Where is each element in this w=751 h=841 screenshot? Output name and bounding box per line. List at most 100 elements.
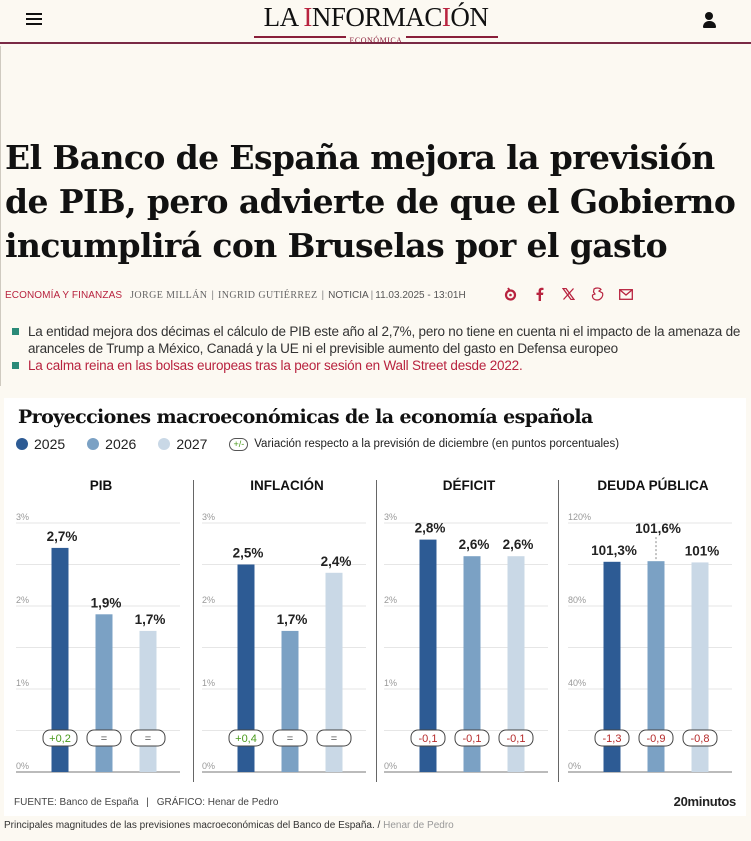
y-tick-label: 80% [568,595,586,605]
chart-source: FUENTE: Banco de España | GRÁFICO: Henar… [14,797,278,808]
bar-value-label: 2,6% [459,537,490,552]
hamburger-icon-bar [26,23,42,25]
author-link[interactable]: JORGE MILLÁN [130,289,208,301]
email-share-button[interactable] [619,286,633,302]
change-badge [594,729,630,747]
left-border [0,46,1,386]
hamburger-icon-bar [26,13,42,15]
flipboard-icon [591,287,603,301]
legend-item-2026: 2026 [87,436,136,452]
panel-title: INFLACIÓN [250,478,324,493]
logo-part: I [441,2,451,32]
y-tick-label: 3% [16,512,29,522]
caption-text: Principales magnitudes de las previsione… [4,820,375,831]
panel-title: DÉFICIT [442,478,496,493]
change-badge-text: -0,1 [419,733,438,745]
legend-item-2027: 2027 [158,436,207,452]
change-badge [498,729,534,747]
facebook-share-button[interactable] [532,286,546,302]
change-badge-text: +0,4 [235,733,257,745]
chart-legend: 2025 2026 2027 +/- Variación respecto a l… [16,436,619,452]
panel-pib: 0% 1% 2% 3% 2,7% +0,2 1,9% = 1,7% = PIB [12,478,190,782]
change-badge-text: = [287,733,293,745]
meta-separator: | [321,289,325,301]
email-icon [619,288,633,300]
article-type: NOTICIA [328,289,369,301]
meneame-share-button[interactable] [503,286,517,302]
share-bar [503,286,648,302]
logo-part: I [303,2,312,32]
change-badge-text: = [145,733,151,745]
bar-value-label: 101,6% [635,521,681,536]
source-text: FUENTE: Banco de España [14,797,139,808]
logo-rule [406,36,498,38]
logo-part: NFORMAC [311,2,443,32]
hamburger-menu-button[interactable] [26,13,42,27]
bar-2027 [325,572,343,772]
change-badge [682,729,718,747]
y-tick-label: 3% [202,512,215,522]
related-link-bullet[interactable]: La calma reina en las bolsas europeas tr… [12,357,742,374]
bar-value-label: 2,4% [321,554,352,569]
chart-title: Proyecciones macroeconómicas de la econo… [18,406,593,428]
panel-title: DEUDA PÚBLICA [597,478,709,493]
author-link[interactable]: INGRID GUTIÉRREZ [218,289,318,301]
change-badge-text: = [101,733,107,745]
bar-value-label: 1,9% [91,595,122,610]
y-tick-label: 0% [16,761,29,771]
logo-wordmark: LA INFORMACIÓN [252,3,500,31]
change-badge-text: -1,3 [603,733,622,745]
legend-label: 2025 [34,436,66,452]
flipboard-share-button[interactable] [590,286,604,302]
panel-divider [376,480,377,782]
brand-20minutos: 20minutos [673,794,737,809]
y-tick-label: 40% [568,678,586,688]
y-tick-label: 0% [568,761,581,771]
section-link[interactable]: ECONOMÍA Y FINANZAS [5,289,123,301]
article-summary: La entidad mejora dos décimas el cálculo… [12,323,742,374]
change-badge [638,729,674,747]
panel-deuda-publica: 0% 40% 80% 120% 101,3% -1,3 101,6% -0,9 101% -0,8… [564,478,742,782]
logo-rule [254,36,346,38]
bar-value-label: 1,7% [277,612,308,627]
related-link-text[interactable]: La calma reina en las bolsas europeas tr… [28,358,523,373]
bar-value-label: 1,7% [135,612,166,627]
change-badge [272,729,308,747]
y-tick-label: 1% [16,678,29,688]
meneame-icon [504,287,516,301]
y-tick-label: 3% [384,512,397,522]
bar-value-label: 101,3% [591,543,637,558]
legend-dot [16,438,28,450]
meta-separator: | [370,289,374,301]
change-badge [316,729,352,747]
user-account-button[interactable] [702,12,716,29]
panel-inflacion: 0% 1% 2% 3% 2,5% +0,4 1,7% = 2,4% = INFLACIÓN [198,478,376,782]
logo-subtitle: ECONÓMICA [252,31,500,45]
bar-2027 [507,556,525,772]
panel-divider [193,480,194,782]
change-badge-legend: +/- [229,437,249,451]
summary-text: La entidad mejora dos décimas el cálculo… [28,324,741,356]
change-badge-text: -0,1 [507,733,526,745]
y-tick-label: 1% [384,678,397,688]
bar-value-label: 2,5% [233,546,264,561]
bar-2026 [281,630,299,772]
bar-value-label: 2,8% [415,521,446,536]
facebook-icon [536,287,543,301]
change-badge [42,729,78,747]
figure-caption: Principales magnitudes de las previsione… [4,820,454,831]
bar-chart-svg: 0% 40% 80% 120% 101,3% -1,3 101,6% -0,9 101% -0,8 [568,512,732,773]
bullet-square-icon [12,328,19,335]
site-logo[interactable]: LA INFORMACIÓN ECONÓMICA [252,3,500,45]
bar-chart-svg: 0% 1% 2% 3% 2,7% +0,2 1,9% = 1,7% = [16,512,180,773]
legend-dot [87,438,100,450]
y-tick-label: 120% [568,512,591,522]
change-badge [86,729,122,747]
bar-2025 [603,561,621,772]
x-share-button[interactable] [561,286,575,302]
bar-value-label: 101% [685,543,720,558]
bar-value-label: 2,7% [47,529,78,544]
article-date: 11.03.2025 - 13:01H [375,289,466,301]
user-icon-body [702,21,716,28]
y-tick-label: 0% [202,761,215,771]
